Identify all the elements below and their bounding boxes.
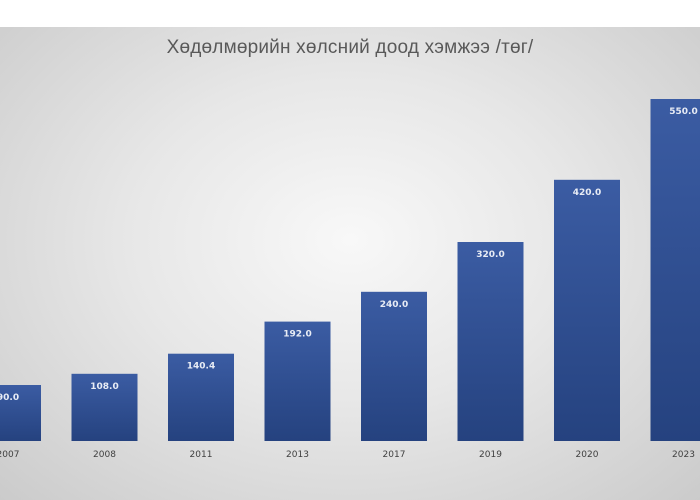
x-axis-ticks: 2007 2008 2011 2013 2017 2019 2020 2023 — [0, 450, 695, 460]
x-tick-2013: 2013 — [286, 450, 309, 460]
x-tick-2007: 2007 — [0, 450, 19, 460]
data-label-2013: 192.0 — [283, 330, 311, 340]
data-label-2007: 90.0 — [0, 393, 19, 403]
bar-2023 — [650, 99, 700, 441]
bars-layer — [0, 99, 700, 442]
value-labels-layer: 90.0 108.0 140.4 192.0 240.0 320.0 420.0 550.0 — [0, 107, 698, 403]
x-tick-2023: 2023 — [672, 450, 695, 460]
x-tick-2017: 2017 — [383, 450, 406, 460]
bar-2011 — [168, 353, 234, 441]
data-label-2008: 108.0 — [90, 382, 118, 392]
x-tick-2020: 2020 — [576, 450, 599, 460]
bar-2008 — [71, 373, 138, 441]
bar-2017 — [361, 291, 427, 441]
bar-2007 — [0, 385, 41, 441]
data-label-2017: 240.0 — [380, 300, 408, 310]
bar-2019 — [457, 242, 524, 441]
bar-2020 — [554, 179, 620, 442]
x-tick-2019: 2019 — [479, 450, 502, 460]
chart-title: Хөдөлмөрийн хөлсний доод хэмжээ /төг/ — [166, 37, 534, 58]
bar-2013 — [264, 321, 331, 441]
data-label-2011: 140.4 — [187, 362, 215, 372]
x-tick-2011: 2011 — [190, 450, 213, 460]
data-label-2023: 550.0 — [669, 107, 697, 117]
data-label-2019: 320.0 — [476, 250, 504, 260]
data-label-2020: 420.0 — [573, 188, 601, 198]
x-tick-2008: 2008 — [93, 450, 116, 460]
